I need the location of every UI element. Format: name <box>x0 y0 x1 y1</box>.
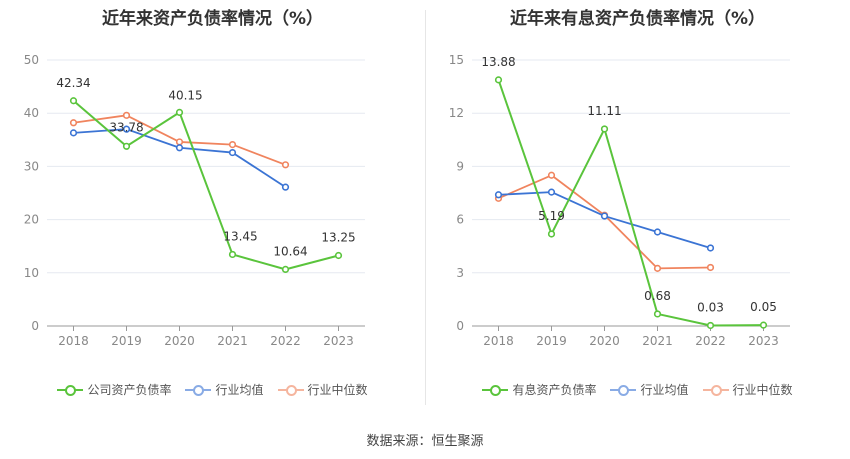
data-point-company <box>228 250 237 259</box>
data-point-company <box>653 310 662 318</box>
y-tick-label: 40 <box>24 106 39 120</box>
data-point-industry_avg <box>122 125 131 133</box>
x-tick-label: 2023 <box>748 334 779 348</box>
legend-item-company[interactable]: 有息资产负债率 <box>482 381 596 398</box>
data-label: 42.34 <box>56 76 90 90</box>
data-point-company <box>69 97 78 105</box>
data-label: 13.45 <box>223 229 257 243</box>
data-point-industry_avg <box>69 129 78 137</box>
y-tick-label: 15 <box>449 53 464 67</box>
legend-item-industry-avg[interactable]: 行业均值 <box>610 381 689 398</box>
data-point-company <box>547 230 556 238</box>
data-point-industry_median <box>547 171 556 179</box>
x-tick-label: 2018 <box>483 334 514 348</box>
y-tick-label: 30 <box>24 159 39 173</box>
y-tick-label: 0 <box>31 319 39 333</box>
x-tick-label: 2022 <box>270 334 301 348</box>
data-point-industry_median <box>653 264 662 272</box>
legend-item-company[interactable]: 公司资产负债率 <box>57 381 171 398</box>
x-tick-label: 2023 <box>323 334 354 348</box>
legend-label: 行业中位数 <box>307 383 368 397</box>
data-point-industry_avg <box>175 144 184 152</box>
data-point-industry_median <box>122 111 131 119</box>
x-tick-label: 2018 <box>58 334 89 348</box>
data-label: 10.64 <box>273 244 307 258</box>
chart-plot-debt-ratio: 0 10 20 30 40 50 2018 2019 2020 2021 2022 2023 42.34… <box>24 53 365 348</box>
series-line-industry_median <box>498 174 711 270</box>
y-tick-label: 3 <box>456 266 464 280</box>
legend-label: 公司资产负债率 <box>87 383 172 397</box>
legend-marker-icon <box>185 384 212 396</box>
data-point-industry_avg <box>494 191 503 199</box>
data-point-company <box>122 142 131 150</box>
data-point-company <box>281 265 290 273</box>
legend-item-industry-median[interactable]: 行业中位数 <box>702 381 793 398</box>
data-label: 13.88 <box>481 55 515 69</box>
y-tick-label: 20 <box>24 213 39 227</box>
chart-plot-interest-bearing-debt-ratio: 0 3 6 9 12 15 2018 2019 2020 2021 2022 2023 13.88 5.1… <box>449 53 790 348</box>
data-label: 0.68 <box>644 289 671 303</box>
chart-legend: 公司资产负债率 行业均值 行业中位数 <box>0 381 425 398</box>
series-line-company <box>72 99 339 271</box>
data-label: 0.05 <box>750 300 777 314</box>
data-point-industry_avg <box>653 228 662 236</box>
data-point-industry_avg <box>600 212 609 220</box>
data-point-industry_median <box>228 140 237 149</box>
series-line-industry_avg <box>73 128 286 188</box>
chart-title: 近年来资产负债率情况（%） <box>101 9 324 29</box>
x-tick-label: 2022 <box>695 334 726 348</box>
legend-label: 行业均值 <box>640 383 689 397</box>
data-label: 11.11 <box>587 104 621 118</box>
legend-label: 行业中位数 <box>732 383 793 397</box>
data-point-company <box>494 76 503 84</box>
legend-label: 有息资产负债率 <box>512 383 597 397</box>
legend-marker-icon <box>482 384 509 396</box>
y-tick-label: 12 <box>449 106 464 120</box>
x-tick-label: 2020 <box>589 334 620 348</box>
data-point-industry_median <box>706 263 715 272</box>
data-point-company <box>334 251 343 260</box>
chart-panel-debt-ratio: 近年来资产负债率情况（%） 0 10 20 30 40 50 2018 2019 2020 202… <box>0 9 425 398</box>
x-tick-label: 2019 <box>111 334 142 348</box>
chart-title: 近年来有息资产负债率情况（%） <box>509 9 766 29</box>
legend-marker-icon <box>57 384 84 396</box>
data-label: 5.19 <box>538 209 565 223</box>
data-point-company <box>706 321 715 330</box>
data-point-industry_median <box>69 119 78 127</box>
y-tick-label: 9 <box>456 159 464 173</box>
panel-divider <box>425 10 426 405</box>
data-point-industry_avg <box>547 188 556 196</box>
legend-marker-icon <box>610 384 637 396</box>
data-label: 40.15 <box>168 88 202 102</box>
chart-legend: 有息资产负债率 行业均值 行业中位数 <box>425 381 850 398</box>
data-label: 33.78 <box>109 120 143 134</box>
data-source-note: 数据来源：恒生聚源 <box>366 434 484 449</box>
data-point-company <box>175 108 184 117</box>
legend-item-industry-median[interactable]: 行业中位数 <box>277 381 368 398</box>
y-tick-label: 0 <box>456 319 464 333</box>
data-point-industry_median <box>175 138 184 146</box>
data-point-industry_avg <box>706 244 715 252</box>
data-point-industry_median <box>281 161 290 169</box>
y-tick-label: 10 <box>24 266 39 280</box>
data-point-company <box>759 321 768 329</box>
x-tick-label: 2021 <box>217 334 248 348</box>
chart-panel-interest-bearing-debt-ratio: 近年来有息资产负债率情况（%） 0 3 6 9 12 15 2018 2019 2020 2021… <box>425 0 850 459</box>
x-tick-label: 2019 <box>536 334 567 348</box>
series-line-company <box>497 79 764 327</box>
data-point-industry_avg <box>228 148 237 157</box>
data-point-industry_avg <box>281 183 290 191</box>
legend-label: 行业均值 <box>215 383 264 397</box>
legend-marker-icon <box>277 384 304 396</box>
y-tick-label: 50 <box>24 53 39 67</box>
legend-item-industry-avg[interactable]: 行业均值 <box>185 381 264 398</box>
data-label: 13.25 <box>321 231 355 245</box>
data-label: 0.03 <box>697 300 724 314</box>
x-tick-label: 2020 <box>164 334 195 348</box>
data-point-company <box>600 125 609 133</box>
legend-marker-icon <box>702 384 729 396</box>
y-tick-label: 6 <box>456 213 464 227</box>
x-tick-label: 2021 <box>642 334 673 348</box>
